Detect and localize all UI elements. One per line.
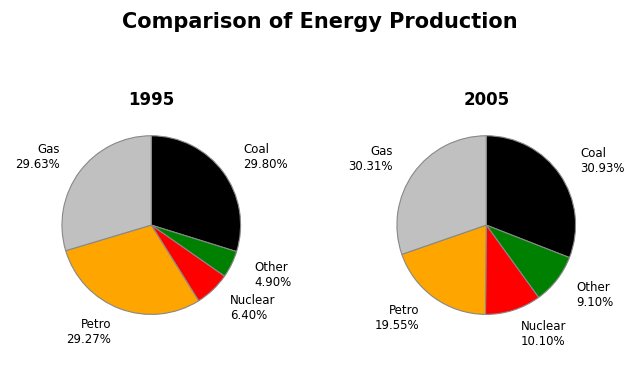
- Title: 2005: 2005: [463, 91, 509, 109]
- Text: Comparison of Energy Production: Comparison of Energy Production: [122, 12, 518, 32]
- Text: Coal
29.80%: Coal 29.80%: [243, 143, 288, 171]
- Text: Coal
30.93%: Coal 30.93%: [580, 147, 625, 175]
- Wedge shape: [397, 136, 486, 255]
- Text: Nuclear
6.40%: Nuclear 6.40%: [230, 294, 276, 322]
- Wedge shape: [486, 225, 570, 298]
- Wedge shape: [62, 136, 151, 251]
- Text: Other
9.10%: Other 9.10%: [577, 281, 614, 309]
- Wedge shape: [486, 225, 539, 314]
- Text: Gas
30.31%: Gas 30.31%: [349, 145, 393, 173]
- Wedge shape: [151, 136, 241, 251]
- Wedge shape: [66, 225, 198, 314]
- Text: Nuclear
10.10%: Nuclear 10.10%: [521, 320, 566, 348]
- Wedge shape: [402, 225, 486, 314]
- Text: Petro
29.27%: Petro 29.27%: [66, 318, 111, 346]
- Wedge shape: [486, 136, 575, 258]
- Text: Petro
19.55%: Petro 19.55%: [375, 304, 420, 332]
- Text: Gas
29.63%: Gas 29.63%: [15, 143, 60, 171]
- Text: Other
4.90%: Other 4.90%: [254, 262, 291, 289]
- Title: 1995: 1995: [128, 91, 174, 109]
- Wedge shape: [151, 225, 225, 301]
- Wedge shape: [151, 225, 237, 276]
